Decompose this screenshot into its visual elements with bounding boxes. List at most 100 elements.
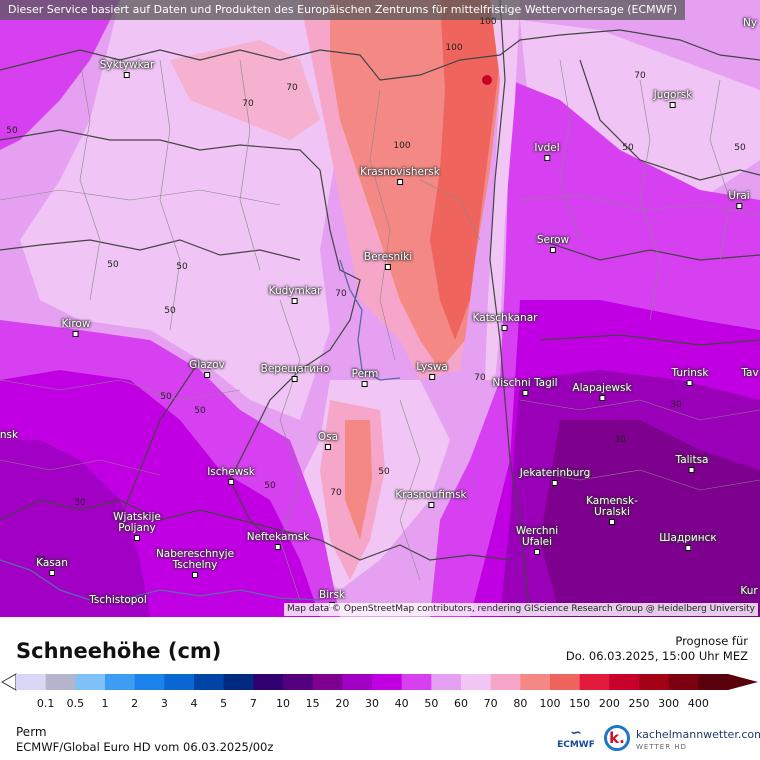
city-shadrinsk[interactable]: Шадринск xyxy=(659,533,717,551)
scale-tick-label: 70 xyxy=(483,697,498,710)
scale-tick-label: 80 xyxy=(513,697,528,710)
city-label: Birsk xyxy=(319,589,345,601)
scale-tick-label: 2 xyxy=(131,697,139,710)
city-ny-partial[interactable]: Ny xyxy=(743,18,757,29)
scale-swatch xyxy=(164,674,195,690)
city-label: Katschkanar xyxy=(472,312,538,324)
city-kudymkar[interactable]: Kudymkar xyxy=(268,285,322,304)
scale-swatch xyxy=(253,674,284,690)
scale-swatch xyxy=(401,674,432,690)
scale-tick-label: 4 xyxy=(190,697,198,710)
city-tschistopol[interactable]: Tschistopol xyxy=(89,595,147,606)
city-jekaterinburg[interactable]: Jekaterinburg xyxy=(520,468,590,486)
color-scale xyxy=(0,673,758,691)
scale-swatch xyxy=(105,674,136,690)
city-marker xyxy=(48,570,55,576)
scale-swatch xyxy=(431,674,462,690)
contour-label: 30 xyxy=(74,498,86,508)
ecmwf-logo[interactable]: ∽ ECMWF xyxy=(556,726,596,750)
city-marker xyxy=(124,72,130,78)
city-katschkanar[interactable]: Katschkanar xyxy=(472,312,538,331)
kachelmann-logo[interactable]: kachelmannwetter.com WETTER HD xyxy=(636,729,760,753)
city-krasnovishersk[interactable]: Krasnovishersk xyxy=(360,167,440,185)
scale-arrow-low xyxy=(0,673,17,691)
city-kur-partial[interactable]: Kur xyxy=(740,586,757,597)
scale-swatch xyxy=(16,674,47,690)
legend-panel: Schneehöhe (cm) Prognose für Do. 06.03.2… xyxy=(0,617,760,760)
city-label: Krasnovishersk xyxy=(360,166,440,178)
city-kirow[interactable]: Kirow xyxy=(61,318,91,337)
city-ischewsk[interactable]: Ischewsk xyxy=(207,467,255,485)
city-glazov[interactable]: Glazov xyxy=(189,360,225,378)
snow-depth-map[interactable]: Dieser Service basiert auf Daten und Pro… xyxy=(0,0,760,617)
city-perm[interactable]: Perm xyxy=(352,369,378,387)
scale-swatch xyxy=(134,674,165,690)
scale-swatch xyxy=(45,674,76,690)
city-ivdel[interactable]: Ivdel xyxy=(534,142,560,161)
city-label: Alapajewsk xyxy=(572,382,632,394)
scale-tick-label: 5 xyxy=(220,697,228,710)
contour-label: 30 xyxy=(670,400,682,410)
scale-swatch xyxy=(342,674,373,690)
city-osa[interactable]: Osa xyxy=(318,432,338,450)
city-label: Osa xyxy=(317,431,339,443)
city-marker xyxy=(543,155,550,161)
city-label: Ivdel xyxy=(534,142,560,154)
scale-swatch xyxy=(312,674,343,690)
scale-swatch xyxy=(283,674,314,690)
city-marker xyxy=(324,444,331,450)
forecast-time: Do. 06.03.2025, 15:00 Uhr MEZ xyxy=(565,649,748,663)
city-kasan[interactable]: Kasan xyxy=(36,558,68,576)
city-marker xyxy=(549,247,556,253)
city-marker xyxy=(203,372,210,378)
scale-swatch xyxy=(579,674,610,690)
scale-tick-label: 200 xyxy=(598,697,620,710)
contour-label: 50 xyxy=(734,143,746,153)
city-jugorsk[interactable]: Jugorsk xyxy=(654,90,692,108)
scale-tick-label: 40 xyxy=(394,697,409,710)
city-serow[interactable]: Serow xyxy=(537,235,569,253)
ecmwf-swirl-icon: ∽ xyxy=(570,725,582,741)
contour-label: 100 xyxy=(479,17,497,27)
city-marker xyxy=(685,545,691,551)
city-nischni-tagil[interactable]: Nischni Tagil xyxy=(492,378,558,396)
scale-swatch xyxy=(609,674,640,690)
scale-tick-label: 400 xyxy=(687,697,709,710)
city-label: Kudymkar xyxy=(268,285,322,297)
city-marker xyxy=(397,179,403,185)
city-beresniki[interactable]: Beresniki xyxy=(364,252,412,270)
contour-label: 50 xyxy=(176,262,188,272)
city-label: Syktywkar xyxy=(99,59,155,71)
scale-swatch xyxy=(550,674,581,690)
city-tav[interactable]: Tav xyxy=(741,368,758,379)
city-label: Serow xyxy=(536,234,570,246)
city-nabereschnyje-tschelny[interactable]: Nabereschnyje Tschelny xyxy=(150,549,240,578)
city-marker xyxy=(292,298,298,304)
city-marker xyxy=(427,502,434,508)
city-label: Lyswa xyxy=(416,361,448,373)
city-urai[interactable]: Urai xyxy=(728,191,750,209)
scale-ticks: 0.1 0.5 1 2 3 4 5 7 10 15 20 30 40 50 60 70 80 100 150 200 2… xyxy=(0,697,760,711)
city-krasnoufimsk[interactable]: Krasnoufimsk xyxy=(395,490,467,508)
city-turinsk[interactable]: Turinsk xyxy=(672,368,708,386)
city-lyswa[interactable]: Lyswa xyxy=(416,362,448,380)
scale-swatch xyxy=(698,674,729,690)
city-vereshchagino[interactable]: Верещагино xyxy=(261,364,329,382)
city-kamensk-uralski[interactable]: Kamensk-Uralski xyxy=(582,496,642,525)
city-label: Kur xyxy=(740,585,758,597)
city-werchni-ufalei[interactable]: Werchni Ufalei xyxy=(512,526,562,555)
scale-tick-label: 0.1 xyxy=(36,697,55,710)
city-label: Kirow xyxy=(61,318,91,330)
city-nsk-partial[interactable]: nsk xyxy=(0,430,18,441)
snow-depth-field xyxy=(0,0,760,617)
city-wjatskije-poljany[interactable]: Wjatskije Poljany xyxy=(102,512,172,541)
contour-label: 50 xyxy=(164,306,176,316)
city-label: Beresniki xyxy=(363,251,413,263)
city-syktywkar[interactable]: Syktywkar xyxy=(99,59,155,78)
city-neftekamsk[interactable]: Neftekamsk xyxy=(247,532,309,550)
city-talitsa[interactable]: Talitsa xyxy=(676,455,708,473)
kachelmann-logo-icon[interactable]: k. xyxy=(604,725,630,751)
contour-label: 50 xyxy=(622,143,634,153)
city-alapajewsk[interactable]: Alapajewsk xyxy=(572,382,632,401)
scale-swatch xyxy=(520,674,551,690)
